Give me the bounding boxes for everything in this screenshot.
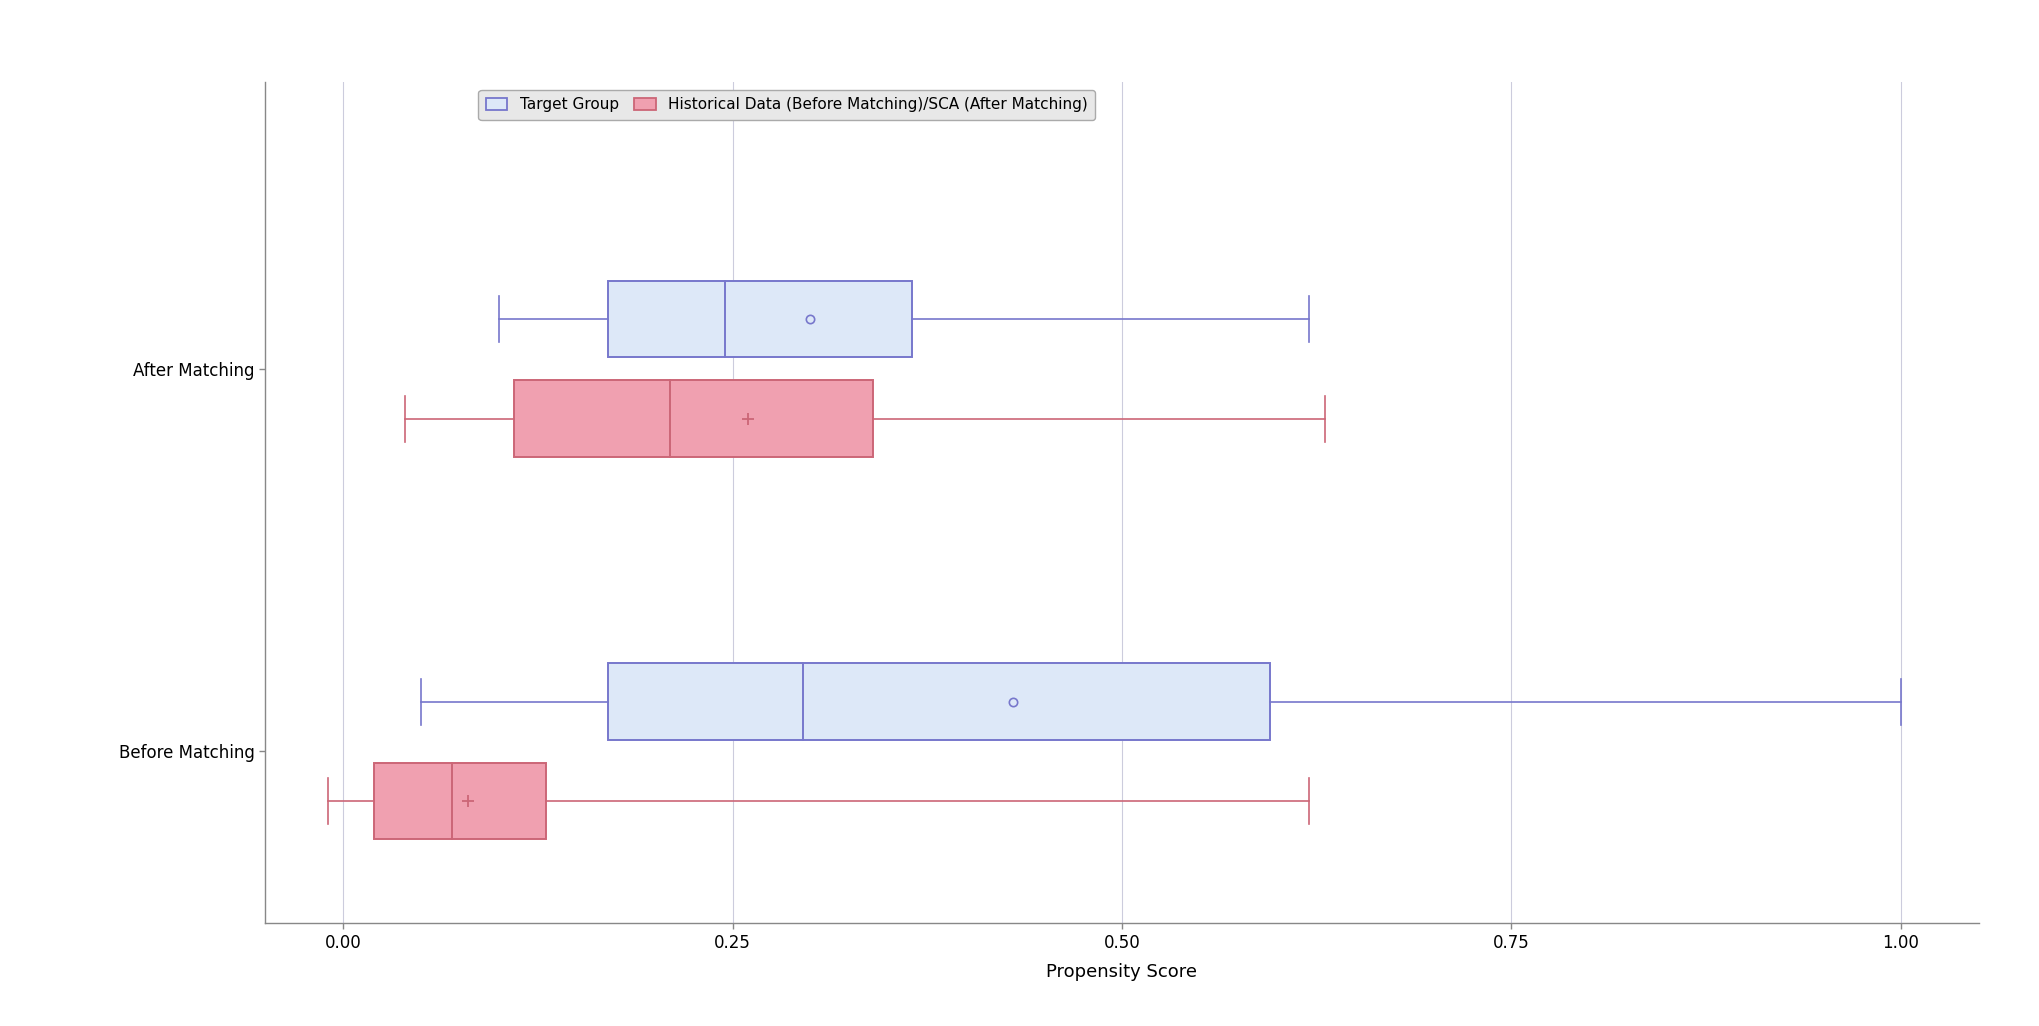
Bar [608, 281, 911, 357]
Legend: Target Group, Historical Data (Before Matching)/SCA (After Matching): Target Group, Historical Data (Before Ma… [479, 89, 1095, 120]
X-axis label: Propensity Score: Propensity Score [1046, 963, 1197, 981]
Bar [514, 381, 873, 457]
Bar [608, 664, 1270, 740]
Bar [373, 762, 544, 839]
